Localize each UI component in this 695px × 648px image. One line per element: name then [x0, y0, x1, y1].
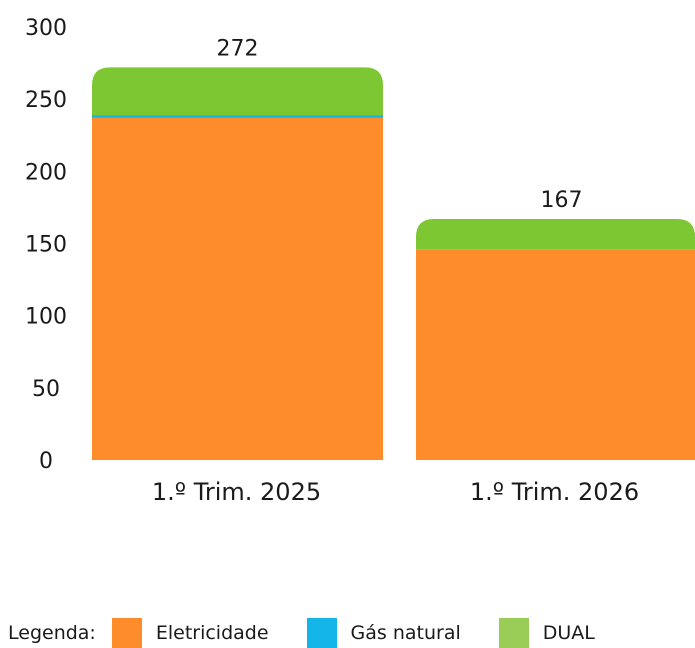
legend-swatch-dual [498, 618, 529, 648]
bars [92, 67, 695, 461]
legend-swatch-eletricidade [111, 618, 142, 648]
y-tick-label: 300 [25, 16, 67, 41]
y-tick-label: 150 [25, 233, 67, 258]
y-tick-label: 0 [39, 449, 53, 474]
y-tick-label: 100 [25, 305, 67, 330]
bar-total-label: 167 [541, 188, 583, 213]
legend-title: Legenda: [8, 622, 96, 644]
legend-item-eletricidade: Eletricidade [111, 618, 269, 648]
x-axis-categories: 1.º Trim. 2025 1.º Trim. 2026 [152, 478, 639, 506]
legend-item-dual: DUAL [498, 618, 595, 648]
x-category-label: 1.º Trim. 2025 [152, 478, 321, 506]
bar-total-labels: 272 167 [217, 36, 583, 213]
bar-segment-g-s-natural [92, 115, 383, 118]
legend-label-dual: DUAL [542, 622, 595, 644]
y-tick-label: 200 [25, 160, 67, 185]
x-category-label: 1.º Trim. 2026 [470, 478, 639, 506]
legend-label-eletricidade: Eletricidade [155, 622, 269, 644]
y-tick-label: 50 [32, 377, 60, 402]
bar-segment-dual [92, 67, 383, 116]
legend-item-gas-natural: Gás natural [306, 618, 461, 648]
bar-total-label: 272 [217, 36, 259, 61]
y-axis-ticks: 300 250 200 150 100 50 0 [25, 16, 67, 474]
legend: Legenda: Eletricidade Gás natural DUAL [8, 618, 633, 648]
legend-label-gas-natural: Gás natural [350, 622, 461, 644]
bar-segment-eletricidade [92, 117, 383, 461]
legend-swatch-gas-natural [306, 618, 337, 648]
y-tick-label: 250 [25, 88, 67, 113]
bar-segment-eletricidade [416, 249, 695, 460]
bar-segment-dual [416, 218, 695, 250]
